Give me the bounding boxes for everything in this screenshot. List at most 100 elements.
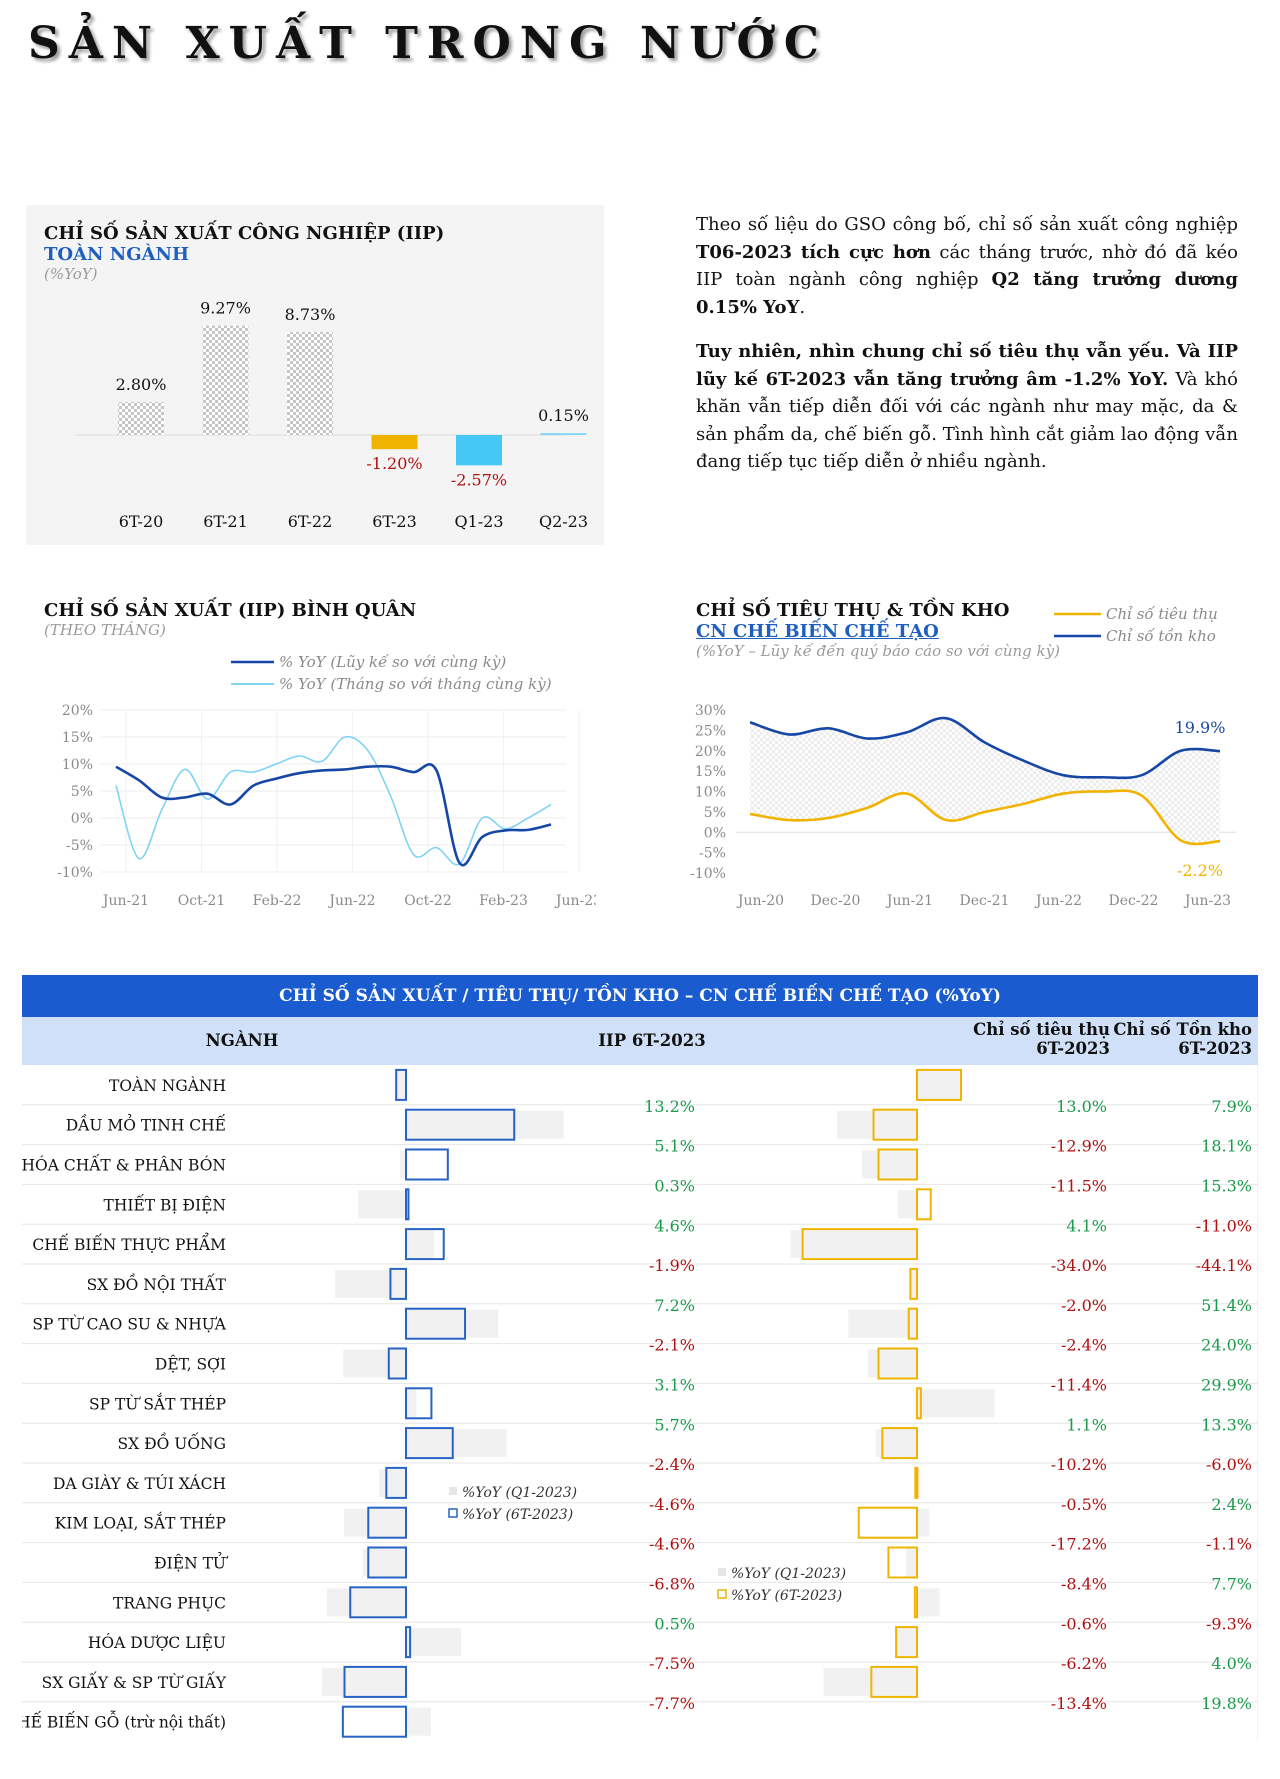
x-tick-label: Jun-20 — [736, 893, 784, 909]
series-line — [115, 735, 552, 866]
col-consumption-line2: 6T-2023 — [1036, 1039, 1110, 1058]
inventory-value: 15.3% — [1201, 1177, 1252, 1196]
x-tick-label: 6T-20 — [119, 512, 164, 531]
iip-6t-bar — [343, 1665, 407, 1698]
iip-6t-bar — [395, 1068, 408, 1101]
consumption-value: -8.4% — [1061, 1575, 1107, 1594]
sector-name: SP TỪ CAO SU & NHỰA — [32, 1316, 226, 1334]
legend-label: %YoY (6T-2023) — [462, 1507, 573, 1523]
iip-value: -6.8% — [649, 1575, 695, 1594]
commentary-text: Và khó khăn vẫn tiếp diễn đối với các ng… — [696, 368, 1239, 473]
sector-name: SP TỪ SẮT THÉP — [89, 1393, 226, 1413]
legend-label: %YoY (Q1-2023) — [731, 1566, 846, 1582]
iip-6t-bar — [385, 1466, 408, 1499]
legend-label: Chỉ số tiêu thụ — [1106, 605, 1218, 623]
inventory-value: 7.7% — [1211, 1575, 1252, 1594]
inventory-value: -44.1% — [1196, 1256, 1252, 1275]
y-tick-label: 5% — [71, 784, 93, 800]
sector-name: DẦU MỎ TINH CHẾ — [66, 1115, 226, 1135]
iip-6t-bar — [405, 1387, 433, 1420]
iip-q1-bar — [406, 1389, 417, 1418]
series-line — [749, 789, 1221, 846]
iip-value: 3.1% — [654, 1376, 695, 1395]
legend-swatch — [449, 1487, 457, 1495]
inventory-value: 2.4% — [1211, 1495, 1252, 1514]
series-line — [749, 716, 1221, 780]
iip-6t-bar — [405, 1108, 516, 1141]
cons-6t-bar — [801, 1228, 918, 1261]
x-tick-label: Jun-22 — [327, 893, 375, 909]
iip-value: -4.6% — [649, 1495, 695, 1514]
iip-q1-bar — [379, 1468, 406, 1497]
bar — [287, 331, 333, 435]
iip-6t-bar — [405, 1188, 410, 1221]
bar — [118, 401, 164, 435]
consumption-value: -34.0% — [1051, 1256, 1107, 1275]
consumption-value: -11.4% — [1051, 1376, 1107, 1395]
iip-6t-bar — [405, 1626, 412, 1659]
legend-label: Chỉ số tồn kho — [1106, 627, 1216, 645]
iip-q1-bar — [322, 1667, 406, 1696]
commentary-bold: Q2 tăng trưởng dương 0.15% YoY — [696, 269, 1238, 318]
y-tick-label: 10% — [62, 757, 93, 773]
iip-value: 0.3% — [654, 1177, 695, 1196]
iip-value: -2.1% — [649, 1336, 695, 1355]
legend-label: % YoY (Lũy kế so với cùng kỳ) — [279, 653, 506, 671]
consumption-value: -0.6% — [1061, 1614, 1107, 1633]
commentary-text: Theo số liệu do GSO công bố, chỉ số sản … — [696, 214, 1238, 235]
y-tick-label: 25% — [695, 723, 726, 739]
col-sector: NGÀNH — [205, 1031, 279, 1050]
inventory-title: CHỈ SỐ TIÊU THỤ & TỒN KHO — [696, 600, 1010, 621]
cons-6t-bar — [909, 1267, 919, 1300]
iip-q1-bar — [406, 1110, 564, 1139]
y-tick-label: -10% — [690, 866, 726, 882]
iip-6t-bar — [405, 1148, 449, 1181]
iip-q1-bar — [406, 1429, 507, 1458]
iip-q1-bar — [406, 1707, 431, 1736]
inventory-value: -9.3% — [1206, 1614, 1252, 1633]
sector-name: CHẾ BIẾN GỖ (trừ nội thất) — [22, 1712, 226, 1732]
y-tick-label: -10% — [57, 865, 93, 881]
sector-name: TRANG PHỤC — [113, 1594, 226, 1612]
cons-q1-bar — [917, 1070, 962, 1099]
iip-value: -7.7% — [649, 1694, 695, 1713]
table-header: CHỈ SỐ SẢN XUẤT / TIÊU THỤ/ TỒN KHO – CN… — [22, 975, 1258, 1017]
data-label: 9.27% — [200, 299, 251, 318]
y-tick-label: 15% — [695, 764, 726, 780]
sector-name: CHẾ BIẾN THỰC PHẨM — [32, 1234, 226, 1254]
x-tick-label: Dec-22 — [1109, 893, 1159, 909]
page-title: SẢN XUẤT TRONG NƯỚC — [28, 18, 828, 69]
consumption-value: -0.5% — [1061, 1495, 1107, 1514]
cons-6t-bar — [916, 1188, 932, 1221]
iip-bar-chart: 2.80% 6T-20 9.27% 6T-21 8.73% 6T-22 -1.20% 6T-2… — [76, 299, 589, 531]
bar — [456, 435, 502, 466]
iip-6t-bar — [367, 1546, 407, 1579]
legend-label: %YoY (6T-2023) — [731, 1588, 842, 1604]
sector-name: DỆT, SỢI — [155, 1356, 226, 1374]
data-label: 8.73% — [285, 305, 336, 324]
iip-q1-bar — [363, 1548, 406, 1577]
cons-6t-bar — [857, 1506, 919, 1539]
cons-q1-bar — [868, 1349, 918, 1378]
cons-q1-bar — [917, 1389, 995, 1418]
inventory-panel: CHỈ SỐ TIÊU THỤ & TỒN KHO CN CHẾ BIẾN CH… — [676, 600, 1266, 930]
legend-swatch — [718, 1568, 726, 1576]
x-tick-label: 6T-23 — [372, 512, 417, 531]
cons-q1-bar — [837, 1110, 918, 1139]
cons-q1-bar — [897, 1190, 918, 1219]
iip-panel: CHỈ SỐ SẢN XUẤT CÔNG NGHIỆP (IIP) TOÀN N… — [26, 205, 604, 545]
iip-panel-title: CHỈ SỐ SẢN XUẤT CÔNG NGHIỆP (IIP) — [44, 223, 445, 244]
table-column-headers: NGÀNH IIP 6T-2023 Chỉ số tiêu thụ 6T-202… — [22, 1017, 1258, 1065]
x-tick-label: Oct-21 — [178, 893, 226, 909]
col-consumption: Chỉ số tiêu thụ 6T-2023 — [940, 1020, 1110, 1058]
data-label: -2.2% — [1177, 861, 1223, 880]
cons-q1-bar — [862, 1150, 918, 1179]
avg-iip-unit: (THEO THÁNG) — [44, 621, 166, 639]
y-tick-label: 0% — [704, 825, 726, 841]
data-label: -1.20% — [366, 454, 422, 473]
x-tick-label: Jun-23 — [1183, 893, 1231, 909]
cons-q1-bar — [906, 1548, 918, 1577]
consumption-value: -12.9% — [1051, 1137, 1107, 1156]
y-tick-label: -5% — [699, 846, 726, 862]
commentary-paragraph-2: Tuy nhiên, nhìn chung chỉ số tiêu thụ vẫ… — [696, 338, 1238, 476]
